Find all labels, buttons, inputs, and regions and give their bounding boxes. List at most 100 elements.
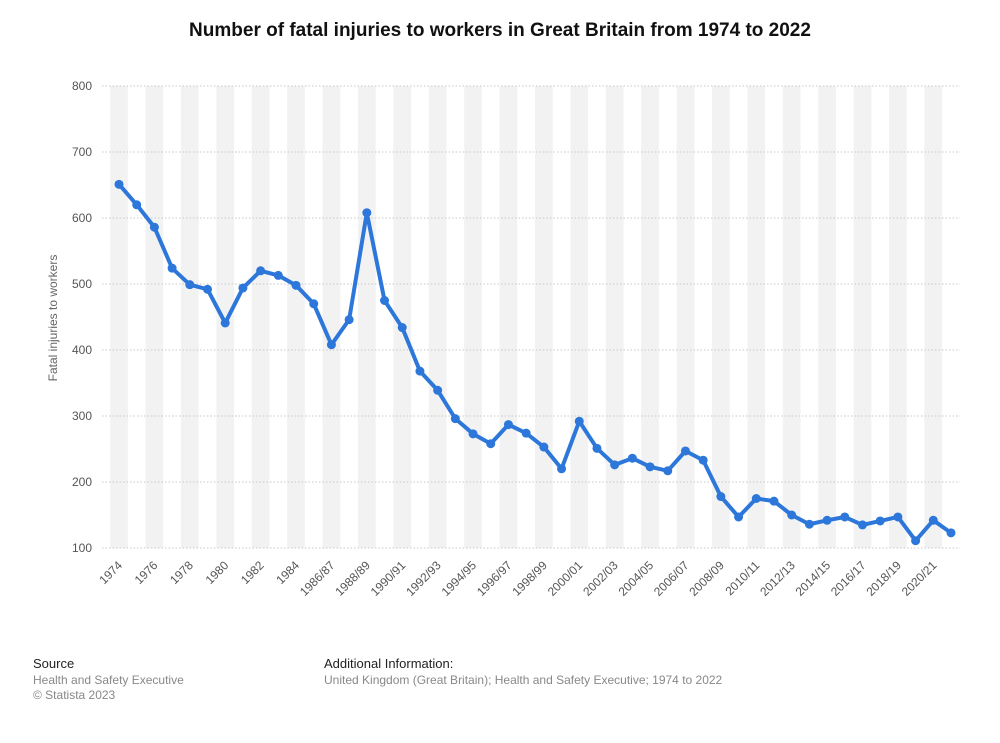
x-tick-label: 2014/15 bbox=[793, 558, 834, 599]
source-section: Source Health and Safety Executive © Sta… bbox=[33, 656, 184, 703]
series-layer bbox=[114, 179, 956, 546]
column-band bbox=[535, 86, 553, 548]
data-point[interactable] bbox=[326, 340, 336, 350]
source-label: Source bbox=[33, 656, 75, 671]
data-point[interactable] bbox=[238, 283, 248, 293]
data-point[interactable] bbox=[928, 515, 938, 525]
y-tick-label: 500 bbox=[72, 277, 92, 291]
x-tick-label: 2004/05 bbox=[616, 558, 657, 599]
data-point[interactable] bbox=[627, 453, 637, 463]
y-tick-label: 100 bbox=[72, 541, 92, 555]
y-tick-label: 700 bbox=[72, 145, 92, 159]
column-band bbox=[924, 86, 943, 548]
x-tick-label: 1980 bbox=[203, 558, 232, 587]
column-band bbox=[570, 86, 589, 548]
x-tick-label: 1992/93 bbox=[403, 558, 444, 599]
data-point[interactable] bbox=[415, 366, 425, 376]
data-point[interactable] bbox=[433, 385, 443, 395]
data-point[interactable] bbox=[220, 318, 230, 328]
data-point[interactable] bbox=[309, 299, 319, 309]
data-point[interactable] bbox=[256, 266, 266, 276]
x-tick-label: 1984 bbox=[273, 558, 302, 587]
column-band bbox=[712, 86, 730, 548]
data-point[interactable] bbox=[203, 284, 213, 294]
column-band bbox=[251, 86, 270, 548]
data-point[interactable] bbox=[592, 443, 602, 453]
data-point[interactable] bbox=[574, 416, 584, 426]
column-band bbox=[676, 86, 695, 548]
data-point[interactable] bbox=[680, 446, 690, 456]
data-point[interactable] bbox=[875, 516, 885, 526]
x-tick-label: 1986/87 bbox=[297, 558, 338, 599]
y-tick-label: 200 bbox=[72, 475, 92, 489]
data-point[interactable] bbox=[149, 222, 159, 232]
data-point[interactable] bbox=[751, 494, 761, 503]
column-band bbox=[322, 86, 341, 548]
data-point[interactable] bbox=[344, 315, 354, 325]
copyright[interactable]: © Statista 2023 bbox=[33, 688, 116, 702]
column-band bbox=[287, 86, 305, 548]
data-point[interactable] bbox=[380, 296, 390, 305]
data-point[interactable] bbox=[362, 208, 372, 218]
data-point[interactable] bbox=[273, 270, 283, 280]
y-tick-label: 800 bbox=[72, 79, 92, 93]
column-band bbox=[180, 86, 199, 548]
column-band bbox=[747, 86, 766, 548]
column-band bbox=[393, 86, 412, 548]
x-tick-label: 2018/19 bbox=[863, 558, 904, 599]
data-point[interactable] bbox=[716, 492, 726, 502]
data-point[interactable] bbox=[804, 519, 814, 529]
data-point[interactable] bbox=[167, 263, 177, 273]
data-point[interactable] bbox=[822, 515, 832, 525]
x-tick-label: 1994/95 bbox=[439, 558, 480, 599]
data-point[interactable] bbox=[787, 510, 797, 520]
data-point[interactable] bbox=[539, 442, 549, 452]
data-point[interactable] bbox=[610, 460, 620, 470]
data-point[interactable] bbox=[645, 462, 655, 472]
column-band bbox=[464, 86, 482, 548]
x-tick-label: 2010/11 bbox=[722, 558, 762, 598]
column-band bbox=[889, 86, 907, 548]
additional-info-section: Additional Information: United Kingdom (… bbox=[324, 656, 722, 688]
data-point[interactable] bbox=[557, 464, 567, 474]
data-point[interactable] bbox=[468, 429, 478, 439]
data-point[interactable] bbox=[503, 420, 513, 430]
additional-info-text: United Kingdom (Great Britain); Health a… bbox=[324, 673, 723, 687]
data-point[interactable] bbox=[769, 496, 779, 506]
data-point[interactable] bbox=[911, 536, 921, 546]
x-tick-label: 1982 bbox=[238, 558, 267, 587]
data-point[interactable] bbox=[840, 512, 850, 522]
x-tick-label: 1990/91 bbox=[368, 558, 409, 599]
column-band bbox=[110, 86, 128, 548]
data-point[interactable] bbox=[893, 512, 903, 522]
data-point[interactable] bbox=[857, 520, 867, 530]
data-point[interactable] bbox=[946, 528, 956, 538]
additional-info-label: Additional Information: bbox=[324, 656, 454, 671]
x-tick-label: 1988/89 bbox=[332, 558, 373, 599]
column-band bbox=[216, 86, 235, 548]
x-tick-label: 2020/21 bbox=[899, 558, 940, 599]
data-point[interactable] bbox=[185, 280, 195, 290]
data-point[interactable] bbox=[486, 439, 496, 449]
x-tick-label: 2016/17 bbox=[828, 558, 869, 599]
source-name[interactable]: Health and Safety Executive bbox=[33, 673, 184, 687]
data-point[interactable] bbox=[734, 512, 744, 522]
data-point[interactable] bbox=[291, 280, 301, 290]
x-tick-label: 1998/99 bbox=[509, 558, 550, 599]
data-point[interactable] bbox=[450, 414, 460, 424]
data-point[interactable] bbox=[132, 200, 142, 210]
data-point[interactable] bbox=[114, 179, 124, 189]
x-tick-label: 2008/09 bbox=[686, 558, 727, 599]
data-point[interactable] bbox=[698, 455, 708, 465]
y-tick-label: 400 bbox=[72, 343, 92, 357]
column-band bbox=[605, 86, 624, 548]
x-tick-label: 2012/13 bbox=[757, 558, 798, 599]
column-band bbox=[357, 86, 376, 548]
y-tick-label: 300 bbox=[72, 409, 92, 423]
data-point[interactable] bbox=[397, 323, 407, 333]
chart-title: Number of fatal injuries to workers in G… bbox=[189, 20, 811, 41]
data-point[interactable] bbox=[663, 466, 673, 476]
data-point[interactable] bbox=[521, 428, 531, 438]
